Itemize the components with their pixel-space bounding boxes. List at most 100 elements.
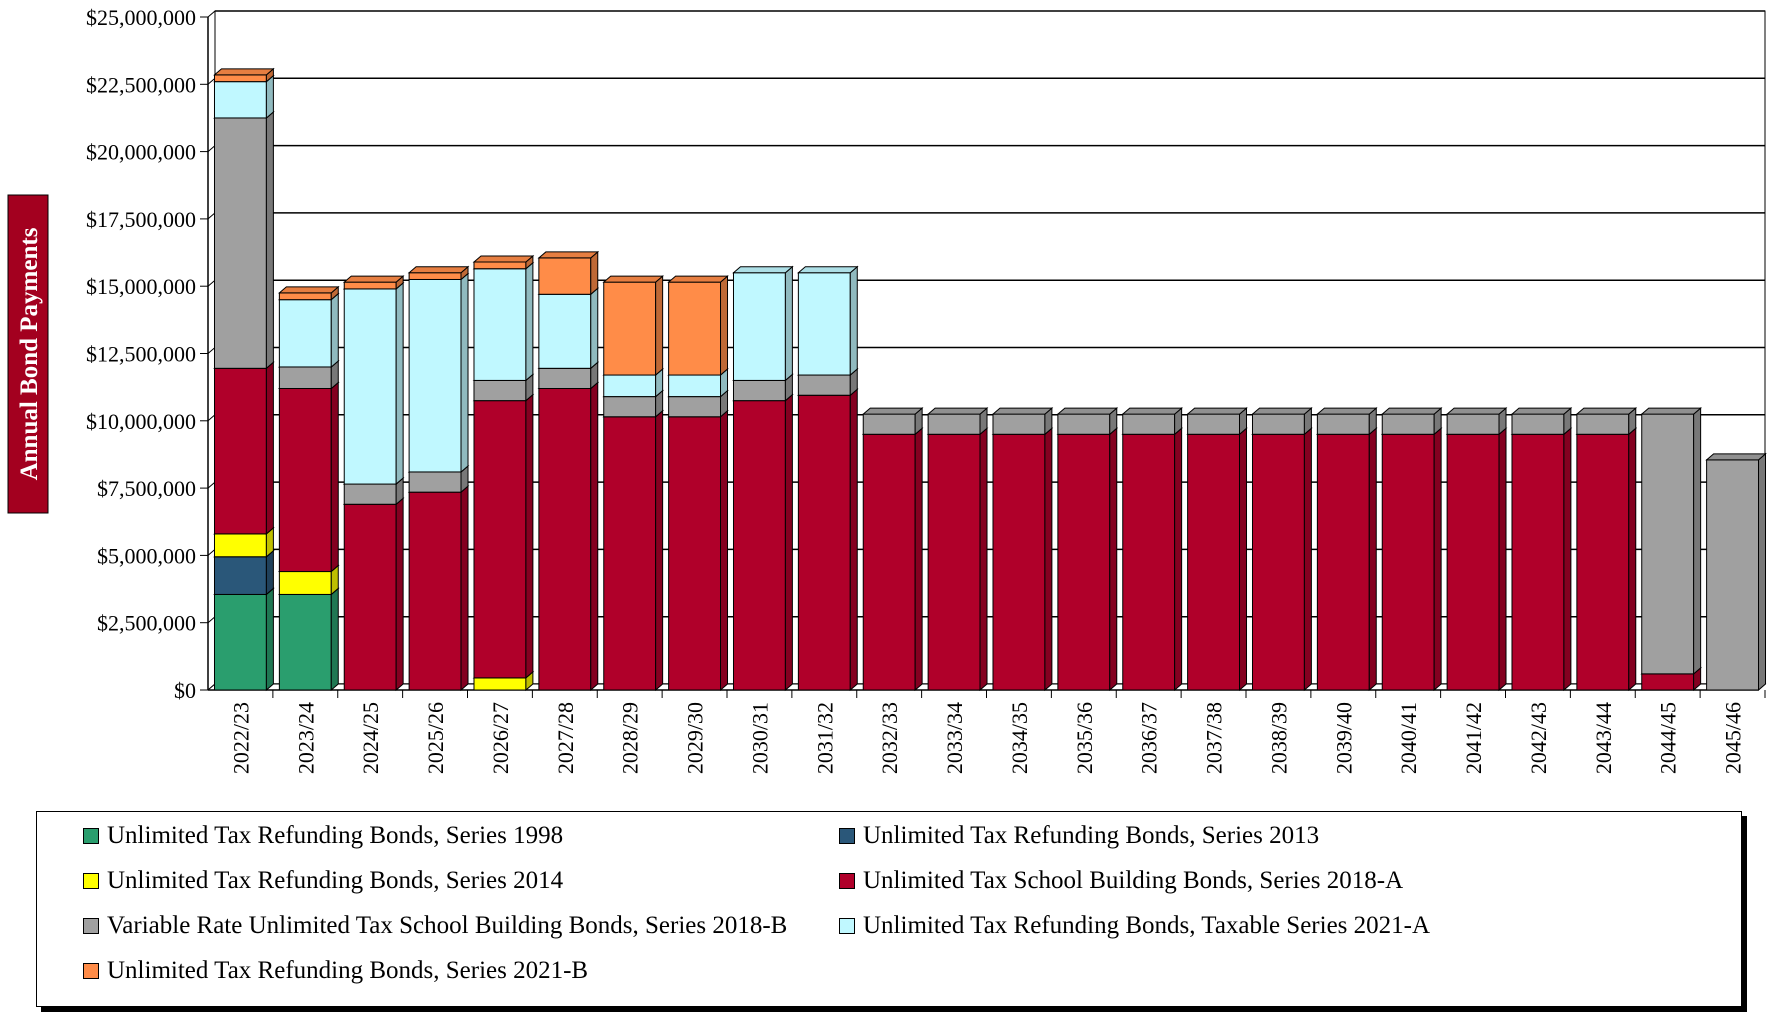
bar-segment-top bbox=[797, 266, 859, 274]
bar-segment bbox=[473, 268, 527, 381]
bar-segment bbox=[213, 533, 267, 558]
bar-segment-side bbox=[1239, 427, 1248, 692]
bar-segment bbox=[1576, 433, 1630, 691]
bar-segment bbox=[992, 433, 1046, 691]
y-tick-label: $5,000,000 bbox=[97, 543, 196, 568]
bar-segment bbox=[1316, 413, 1370, 435]
bar-segment bbox=[1576, 413, 1630, 435]
x-tick-label: 2044/45 bbox=[1656, 702, 1681, 774]
y-tick-label: $15,000,000 bbox=[86, 274, 196, 299]
y-tick-label: $2,500,000 bbox=[97, 611, 196, 636]
bar-segment-top bbox=[278, 286, 340, 294]
x-tick-label: 2030/31 bbox=[747, 702, 772, 774]
gridline-side bbox=[207, 212, 216, 220]
bar-segment-top bbox=[1251, 407, 1313, 415]
x-tick-label: 2022/23 bbox=[228, 702, 253, 774]
x-tick-label: 2043/44 bbox=[1591, 702, 1616, 774]
x-tick-label: 2041/42 bbox=[1461, 702, 1486, 774]
legend-item: Variable Rate Unlimited Tax School Build… bbox=[83, 912, 787, 940]
legend-item: Unlimited Tax Refunding Bonds, Taxable S… bbox=[839, 912, 1430, 940]
legend-item: Unlimited Tax School Building Bonds, Ser… bbox=[839, 867, 1403, 895]
legend-swatch bbox=[83, 873, 99, 889]
bar-segment-side bbox=[525, 393, 534, 679]
bar-segment bbox=[1641, 413, 1695, 675]
bar-segment bbox=[538, 257, 592, 295]
gridline-side bbox=[207, 414, 216, 422]
bar-segment bbox=[408, 272, 462, 280]
y-axis-label-box bbox=[7, 194, 49, 514]
bar-segment-side bbox=[590, 381, 599, 692]
bar-segment bbox=[473, 677, 527, 691]
x-tick-label: 2025/26 bbox=[423, 702, 448, 774]
bar-segment-side bbox=[979, 427, 988, 692]
y-tick-label: $7,500,000 bbox=[97, 476, 196, 501]
x-tick-label: 2024/25 bbox=[358, 702, 383, 774]
bar-segment bbox=[927, 433, 981, 691]
bar-segment bbox=[927, 413, 981, 435]
bar-segment-top bbox=[926, 407, 989, 415]
bar-segment-side bbox=[525, 261, 534, 382]
bar-segment-top bbox=[213, 68, 275, 76]
bar-segment-side bbox=[1109, 427, 1118, 692]
bar-segment-side bbox=[1758, 452, 1767, 692]
bar-segment bbox=[343, 503, 397, 691]
x-tick-label: 2033/34 bbox=[942, 702, 967, 774]
bar-segment-side bbox=[1693, 406, 1702, 675]
bar-segment bbox=[343, 288, 397, 485]
legend-label: Unlimited Tax Refunding Bonds, Series 20… bbox=[863, 822, 1320, 849]
x-tick-label: 2026/27 bbox=[488, 702, 513, 774]
bar-segment bbox=[1446, 413, 1500, 435]
bar-segment bbox=[1057, 433, 1111, 691]
x-tick-label: 2042/43 bbox=[1526, 702, 1551, 774]
gridline-side bbox=[207, 10, 216, 18]
bar-segment-side bbox=[655, 409, 664, 692]
bar-segment-side bbox=[720, 275, 729, 377]
bar-segment bbox=[732, 379, 786, 402]
bar-segment bbox=[473, 400, 527, 679]
bar-segment-side bbox=[1563, 427, 1572, 692]
bar-segment bbox=[797, 272, 851, 376]
bar-segment bbox=[538, 367, 592, 389]
bar-segment bbox=[668, 396, 722, 418]
legend-swatch bbox=[83, 963, 99, 979]
bar-segment bbox=[1381, 413, 1435, 435]
legend: Unlimited Tax Refunding Bonds, Series 19… bbox=[36, 811, 1742, 1007]
bar-segment-top bbox=[667, 275, 729, 283]
bar-segment-top bbox=[1705, 453, 1767, 461]
bar-segment-top bbox=[1575, 407, 1638, 415]
bar-segment-top bbox=[1640, 407, 1702, 415]
bar-segment bbox=[1316, 433, 1370, 691]
bar-segment bbox=[538, 293, 592, 369]
bar-segment-side bbox=[265, 361, 274, 535]
bar-segment-top bbox=[1121, 407, 1183, 415]
legend-item: Unlimited Tax Refunding Bonds, Series 20… bbox=[839, 822, 1319, 850]
bar-segment-side bbox=[265, 74, 274, 120]
bar-segment bbox=[473, 261, 527, 270]
bar-segment-side bbox=[395, 281, 404, 486]
legend-swatch bbox=[839, 918, 855, 934]
y-tick-label: $22,500,000 bbox=[86, 72, 196, 97]
bar-segment-side bbox=[1044, 427, 1053, 692]
legend-label: Unlimited Tax School Building Bonds, Ser… bbox=[863, 867, 1404, 894]
bar-segment bbox=[603, 416, 657, 691]
bar-segment-top bbox=[991, 407, 1054, 415]
y-tick-label: $12,500,000 bbox=[86, 342, 196, 367]
bar-segment-top bbox=[602, 275, 664, 283]
bar-segment bbox=[278, 366, 332, 389]
bar-segment-side bbox=[265, 110, 274, 370]
bar-segment-side bbox=[330, 587, 339, 692]
bar-segment bbox=[278, 593, 332, 691]
legend-label: Unlimited Tax Refunding Bonds, Series 20… bbox=[107, 957, 589, 984]
legend-swatch bbox=[839, 828, 855, 844]
x-tick-label: 2029/30 bbox=[683, 702, 708, 774]
bar-segment bbox=[213, 81, 267, 119]
x-tick-label: 2032/33 bbox=[877, 702, 902, 774]
bar-segment-top bbox=[1316, 407, 1378, 415]
bar-segment bbox=[1187, 433, 1241, 691]
bar-segment-side bbox=[1628, 427, 1637, 692]
bar-segment-side bbox=[1174, 427, 1183, 692]
bar-segment bbox=[732, 272, 786, 381]
bar-segment-side bbox=[784, 393, 793, 692]
bar-segment-top bbox=[1186, 407, 1248, 415]
bar-segment-side bbox=[590, 287, 599, 370]
